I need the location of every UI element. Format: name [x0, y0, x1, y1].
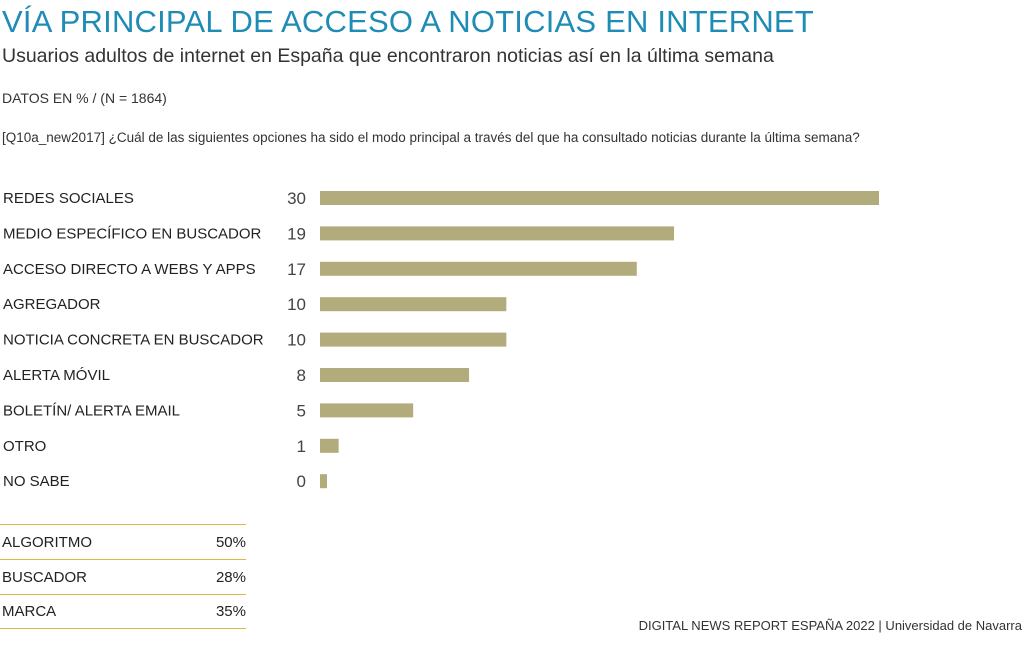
- data-note: DATOS EN % / (N = 1864): [2, 90, 167, 106]
- summary-label: MARCA: [2, 603, 57, 620]
- bar: [320, 226, 675, 241]
- source-credit: DIGITAL NEWS REPORT ESPAÑA 2022 | Univer…: [638, 618, 1022, 633]
- value-label: 1: [297, 437, 306, 456]
- category-label: ALERTA MÓVIL: [3, 367, 110, 384]
- value-label: 10: [287, 331, 306, 350]
- bar: [320, 368, 470, 382]
- category-label: MEDIO ESPECÍFICO EN BUSCADOR: [3, 225, 262, 242]
- survey-question: [Q10a_new2017] ¿Cuál de las siguientes o…: [2, 130, 860, 145]
- summary-table: ALGORITMO 50% BUSCADOR 28% MARCA 35%: [0, 524, 246, 629]
- value-label: 10: [287, 295, 306, 314]
- category-label: BOLETÍN/ ALERTA EMAIL: [3, 402, 180, 419]
- value-label: 5: [297, 401, 306, 420]
- category-label: AGREGADOR: [3, 296, 101, 313]
- summary-row-buscador: BUSCADOR 28%: [0, 559, 246, 594]
- category-label: ACCESO DIRECTO A WEBS Y APPS: [3, 261, 256, 278]
- chart-title: VÍA PRINCIPAL DE ACCESO A NOTICIAS EN IN…: [2, 4, 814, 39]
- chart-subtitle: Usuarios adultos de internet en España q…: [2, 45, 774, 67]
- value-label: 17: [287, 260, 306, 279]
- summary-row-algoritmo: ALGORITMO 50%: [0, 524, 246, 559]
- category-label: OTRO: [3, 438, 46, 455]
- bar: [320, 474, 327, 489]
- bar: [320, 297, 507, 312]
- summary-value: 28%: [215, 568, 246, 586]
- bar: [320, 403, 414, 418]
- category-label: REDES SOCIALES: [3, 190, 134, 207]
- value-label: 30: [287, 189, 306, 208]
- summary-label: ALGORITMO: [2, 533, 93, 551]
- summary-value: 50%: [215, 533, 246, 551]
- summary-row-marca: MARCA 35%: [0, 594, 246, 629]
- value-label: 0: [297, 472, 306, 491]
- category-label: NOTICIA CONCRETA EN BUSCADOR: [3, 332, 264, 349]
- value-label: 19: [287, 224, 306, 243]
- value-label: 8: [297, 366, 306, 385]
- bar: [320, 261, 637, 276]
- bar: [320, 191, 879, 205]
- summary-value: 35%: [215, 603, 246, 620]
- category-label: NO SABE: [3, 473, 70, 490]
- bar: [320, 332, 507, 347]
- bar: [320, 438, 339, 453]
- bar-chart: REDES SOCIALES 30 MEDIO ESPECÍFICO EN BUSC…: [3, 189, 879, 491]
- summary-label: BUSCADOR: [2, 568, 88, 586]
